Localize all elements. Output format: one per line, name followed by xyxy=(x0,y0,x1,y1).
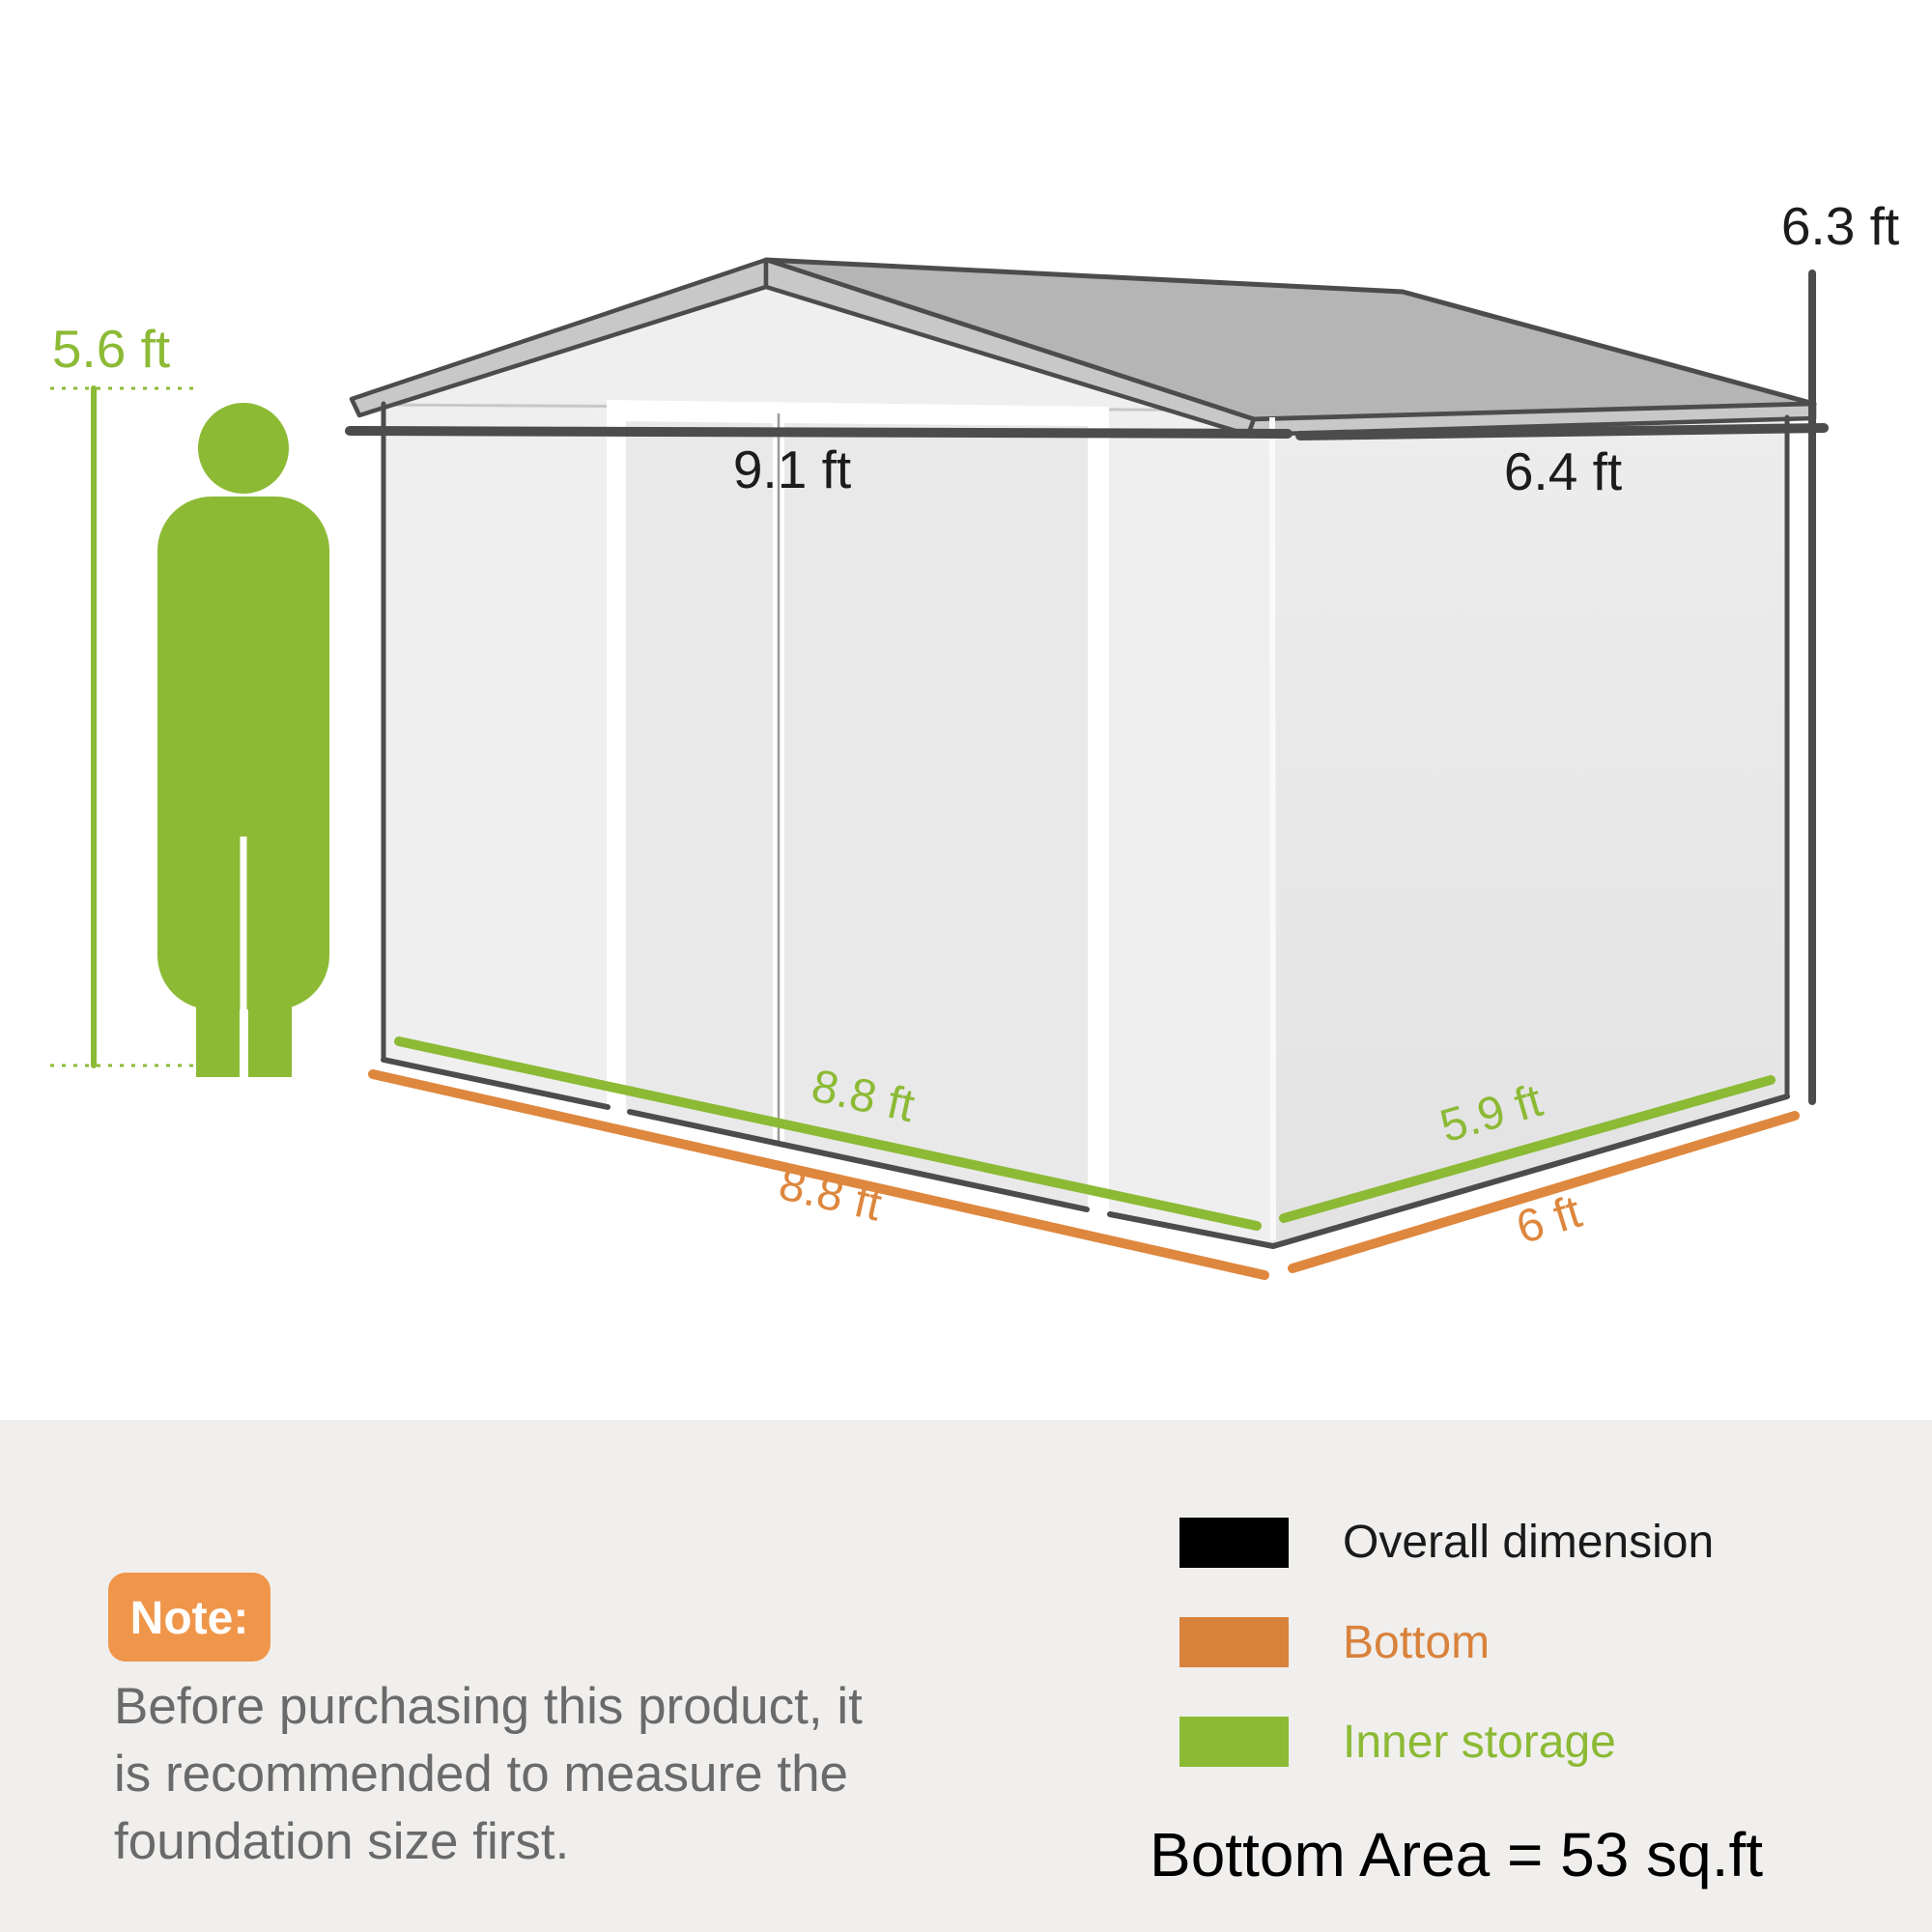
person-leg-right xyxy=(248,995,292,1077)
note-line-1: Before purchasing this product, it xyxy=(114,1678,863,1735)
legend-label-inner: Inner storage xyxy=(1343,1717,1616,1768)
note-badge-label: Note: xyxy=(130,1593,249,1644)
front-width-label: 9.1 ft xyxy=(733,440,851,499)
shed-gable-face xyxy=(384,287,1271,410)
wall-corner-highlight xyxy=(1269,416,1276,1241)
person-leg-left xyxy=(196,995,240,1077)
bottom-area-text: Bottom Area = 53 sq.ft xyxy=(1150,1820,1763,1889)
legend-label-bottom: Bottom xyxy=(1343,1617,1490,1668)
shed-side-wall xyxy=(1271,413,1787,1246)
note-line-2: is recommended to measure the xyxy=(114,1746,848,1803)
wall-bottom-edge-1 xyxy=(381,1057,611,1110)
bottom-width-line xyxy=(368,1069,1269,1280)
legend-swatch-overall xyxy=(1179,1518,1289,1568)
front-width-dim-line xyxy=(345,426,1293,439)
legend-label-overall: Overall dimension xyxy=(1343,1517,1714,1568)
info-panel-background xyxy=(0,1420,1932,1932)
overall-height-label: 6.3 ft xyxy=(1781,196,1899,256)
note-badge xyxy=(108,1573,270,1662)
door-left-panel xyxy=(626,421,773,1142)
person-body xyxy=(157,497,329,1009)
inner-width-line xyxy=(394,1037,1262,1231)
wall-bottom-edge-2 xyxy=(627,1109,1090,1212)
person-height-label: 5.6 ft xyxy=(52,319,170,379)
inner-depth-line xyxy=(1279,1075,1776,1223)
wall-bottom-edge-3 xyxy=(1107,1094,1790,1249)
person-head xyxy=(198,403,289,494)
side-depth-dim-line xyxy=(1295,423,1829,440)
door-right-panel xyxy=(784,423,1088,1209)
legend-swatch-inner xyxy=(1179,1717,1289,1767)
bottom-depth-line xyxy=(1288,1111,1800,1273)
note-line-3: foundation size first. xyxy=(114,1813,569,1870)
side-depth-label: 6.4 ft xyxy=(1504,441,1622,501)
legend: Overall dimension Bottom Inner storage xyxy=(1179,1517,1714,1768)
person-silhouette xyxy=(157,403,329,1077)
legend-swatch-bottom xyxy=(1179,1617,1289,1667)
